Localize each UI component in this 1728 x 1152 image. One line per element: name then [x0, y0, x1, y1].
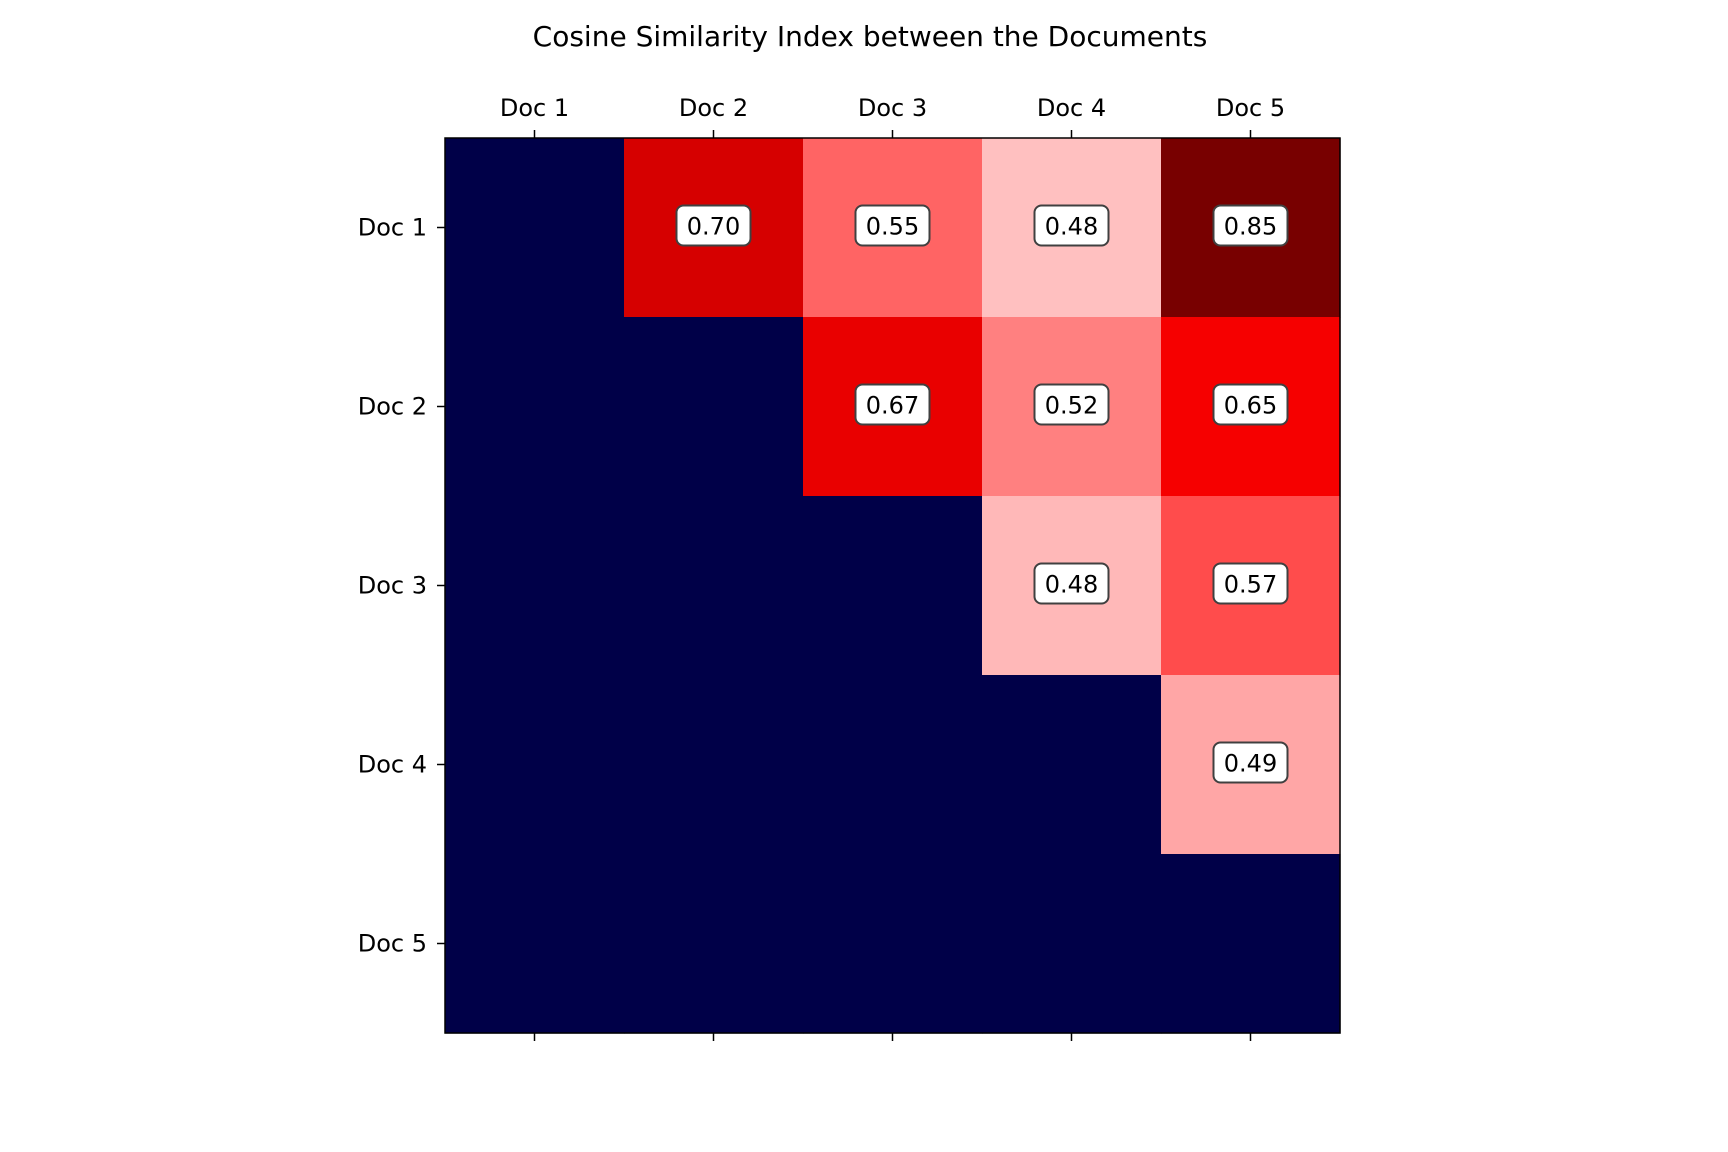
- heatmap-value-labels: 0.70 0.55 0.48 0.85 0.67 0.52 0.65 0.48 0.57 0.49: [675, 204, 1289, 784]
- heatmap-cell: [445, 496, 625, 676]
- heatmap-cell: [624, 854, 804, 1034]
- heatmap-cells: [445, 138, 1341, 1034]
- value-label-box: [854, 204, 931, 247]
- value-label: 0.65: [1224, 392, 1277, 420]
- heatmap-cell: [1161, 854, 1341, 1034]
- heatmap-cell: [445, 854, 625, 1034]
- value-label: 0.67: [866, 392, 919, 420]
- x-tick-label: Doc 2: [679, 94, 748, 122]
- value-label: 0.49: [1224, 750, 1277, 778]
- value-label: 0.55: [866, 213, 919, 241]
- heatmap-cell: [624, 496, 804, 676]
- value-label: 0.48: [1045, 213, 1098, 241]
- y-tick-label: Doc 4: [358, 751, 427, 779]
- value-label: 0.57: [1224, 571, 1277, 599]
- x-tick-label: Doc 4: [1037, 94, 1106, 122]
- heatmap-cell: [803, 854, 983, 1034]
- heatmap-cell: [445, 675, 625, 855]
- y-tick-label: Doc 1: [358, 214, 427, 242]
- y-tick-label: Doc 5: [358, 930, 427, 958]
- value-label-box: [1033, 383, 1110, 426]
- value-label: 0.52: [1045, 392, 1098, 420]
- heatmap-cell: [445, 317, 625, 497]
- x-tick-label: Doc 5: [1216, 94, 1285, 122]
- chart-title: Cosine Similarity Index between the Docu…: [533, 20, 1208, 53]
- value-label: 0.85: [1224, 213, 1277, 241]
- heatmap-cell: [803, 675, 983, 855]
- heatmap-cell: [624, 317, 804, 497]
- heatmap-cell: [982, 854, 1162, 1034]
- value-label-box: [1212, 562, 1289, 605]
- value-label-box: [1033, 204, 1110, 247]
- y-tick-label: Doc 3: [358, 572, 427, 600]
- value-label-box: [1212, 204, 1289, 247]
- x-tick-label: Doc 3: [858, 94, 927, 122]
- value-label-box: [1212, 741, 1289, 784]
- axis-ticks: Doc 1 Doc 1 Doc 2 Doc 2 Doc 3 Doc 3 Doc 4 Doc 4…: [358, 94, 1285, 1041]
- heatmap-cell: [624, 675, 804, 855]
- value-label-box: [1212, 383, 1289, 426]
- value-label: 0.48: [1045, 571, 1098, 599]
- value-label-box: [1033, 562, 1110, 605]
- value-label-box: [854, 383, 931, 426]
- value-label: 0.70: [687, 213, 740, 241]
- heatmap-cell: [982, 675, 1162, 855]
- y-tick-label: Doc 2: [358, 393, 427, 421]
- x-tick-label: Doc 1: [500, 94, 569, 122]
- value-label-box: [675, 204, 752, 247]
- heatmap-cell: [803, 496, 983, 676]
- heatmap-cell: [445, 138, 625, 318]
